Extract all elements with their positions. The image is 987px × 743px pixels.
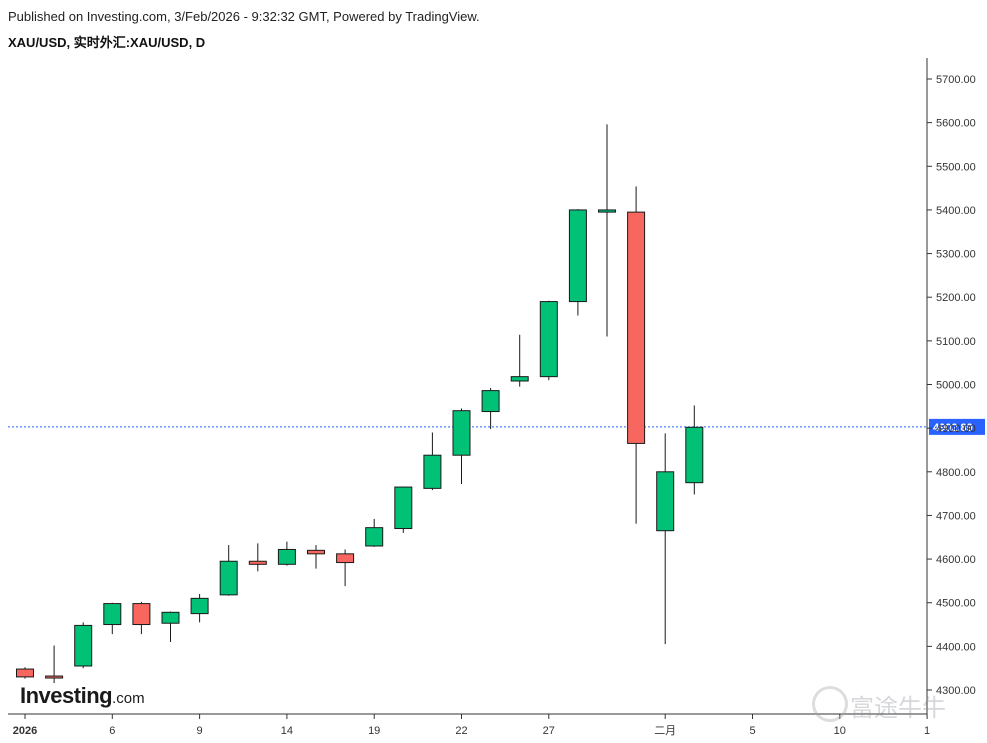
y-tick-label: 4800.00 — [936, 467, 976, 479]
futu-logo-icon — [812, 686, 848, 722]
y-tick-label: 5100.00 — [936, 336, 976, 348]
candle-body — [190, 597, 209, 615]
candle — [598, 124, 616, 337]
x-tick-label: 6 — [109, 725, 115, 737]
candle-body — [539, 301, 558, 378]
candle — [539, 300, 558, 381]
y-tick-label: 5500.00 — [936, 161, 976, 173]
candle-body — [598, 209, 616, 213]
x-tick-label: 二月 — [654, 725, 676, 737]
candle-body — [16, 668, 34, 678]
y-tick-label: 5000.00 — [936, 380, 976, 392]
y-tick-label: 5700.00 — [936, 74, 976, 86]
candle-body — [277, 548, 296, 565]
y-tick-label: 4500.00 — [936, 598, 976, 610]
candle-body — [568, 209, 587, 303]
candle-body — [336, 553, 355, 564]
candle-body — [394, 486, 413, 530]
candle — [132, 601, 151, 635]
x-tick-label: 19 — [368, 725, 380, 737]
candle-body — [685, 426, 704, 484]
candle — [103, 602, 122, 635]
candle-body — [161, 611, 180, 624]
candle — [627, 186, 646, 524]
candle — [190, 593, 209, 623]
candle — [45, 645, 64, 684]
watermark-text: 富途牛牛 — [850, 694, 946, 722]
candle-body — [74, 624, 93, 667]
candle-body — [423, 454, 442, 489]
y-tick-label: 4700.00 — [936, 510, 976, 522]
candle — [365, 518, 384, 547]
candle — [656, 433, 675, 645]
y-tick-label: 4900.00 — [936, 423, 976, 435]
candle — [481, 387, 500, 430]
x-tick-label: 22 — [455, 725, 467, 737]
candle — [161, 611, 180, 642]
candle — [568, 209, 587, 316]
x-tick-label: 5 — [749, 725, 755, 737]
x-tick-label: 27 — [543, 725, 555, 737]
y-tick-label: 5300.00 — [936, 249, 976, 261]
candle-body — [307, 549, 325, 555]
y-tick-label: 4600.00 — [936, 554, 976, 566]
candle — [423, 432, 442, 491]
y-tick-label: 5400.00 — [936, 205, 976, 217]
candle — [510, 334, 529, 387]
candle-body — [103, 603, 122, 626]
candle-body — [132, 603, 151, 626]
candle-body — [627, 211, 646, 444]
candle-body — [219, 560, 238, 596]
candle — [307, 545, 325, 569]
x-tick-label: 10 — [834, 725, 846, 737]
candle — [248, 543, 267, 572]
candle — [16, 667, 34, 679]
y-tick-label: 5600.00 — [936, 118, 976, 130]
candle-body — [365, 527, 384, 547]
symbol-title: XAU/USD, 实时外汇:XAU/USD, D — [8, 35, 206, 50]
publish-info: Published on Investing.com, 3/Feb/2026 -… — [8, 9, 480, 24]
candle-body — [656, 471, 675, 532]
futu-watermark: 富途牛牛 — [812, 686, 982, 726]
x-tick-label: 1 — [924, 725, 930, 737]
candle — [452, 408, 471, 485]
candle-body — [248, 560, 267, 565]
candle-body — [452, 410, 471, 456]
y-tick-label: 4300.00 — [936, 685, 976, 697]
candle — [219, 545, 238, 596]
x-tick-label: 2026 — [13, 725, 37, 737]
candle — [394, 486, 413, 533]
y-tick-label: 4400.00 — [936, 641, 976, 653]
x-tick-label: 14 — [281, 725, 293, 737]
current-price-label: 4902.89 — [933, 422, 973, 434]
candle-body — [45, 675, 64, 679]
candle — [74, 622, 93, 669]
candle — [685, 405, 704, 495]
x-tick-label: 9 — [197, 725, 203, 737]
candle — [336, 549, 355, 587]
investing-logo: Investing.com — [20, 683, 145, 708]
candle-body — [481, 390, 500, 413]
candle-body — [510, 376, 529, 382]
current-price-badge — [929, 418, 985, 435]
candle — [277, 541, 296, 566]
y-tick-label: 5200.00 — [936, 292, 976, 304]
